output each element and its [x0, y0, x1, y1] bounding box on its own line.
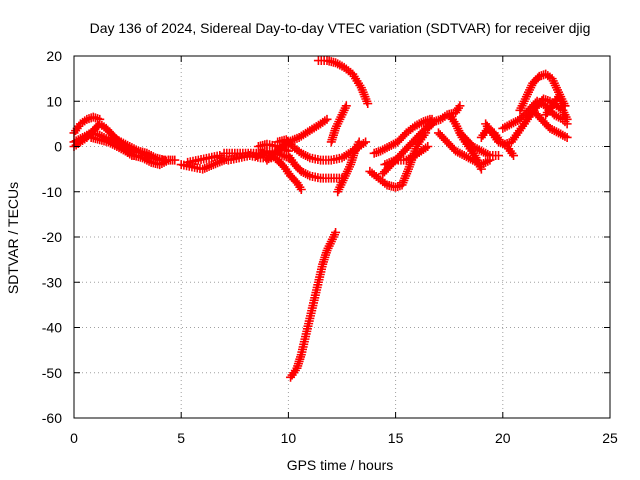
series-arc-17 [326, 101, 351, 147]
x-tick-label: 10 [281, 430, 297, 446]
series-arc-21 [369, 114, 435, 158]
series-arc-13 [266, 151, 306, 194]
series-arc-29 [481, 119, 529, 149]
y-tick-label: -60 [42, 410, 62, 426]
series-arc-30 [498, 96, 572, 133]
plus-markers [380, 142, 433, 170]
plus-markers [86, 132, 173, 170]
x-axis-ticks: 0 5 10 15 20 25 [70, 56, 618, 446]
plus-markers [498, 96, 572, 133]
y-axis-label: SDTVAR / TECUs [5, 182, 21, 294]
plus-markers [326, 101, 351, 147]
series-arc-05 [108, 132, 169, 165]
y-tick-label: 20 [46, 48, 62, 64]
plus-markers [369, 114, 435, 158]
plus-markers [108, 132, 169, 165]
y-tick-label: -10 [42, 184, 62, 200]
series-arc-27 [455, 128, 504, 161]
series-arc-20 [365, 128, 431, 192]
series-arc-04 [86, 132, 173, 170]
plus-markers [481, 119, 529, 149]
x-tick-label: 20 [495, 430, 511, 446]
plus-markers [283, 151, 347, 183]
series-arc-07 [183, 151, 225, 167]
series-arc-23 [380, 142, 433, 170]
series-arc-19 [286, 227, 341, 382]
y-tick-label: 10 [46, 93, 62, 109]
x-axis-label: GPS time / hours [287, 457, 394, 473]
y-tick-label: -20 [42, 229, 62, 245]
y-tick-label: -50 [42, 365, 62, 381]
plus-markers [266, 151, 306, 194]
series-arc-33 [528, 105, 572, 142]
series-arc-34 [541, 92, 570, 120]
grid-lines [74, 56, 610, 418]
plus-markers [365, 128, 431, 192]
series-arc-18 [333, 137, 364, 197]
chart-title: Day 136 of 2024, Sidereal Day-to-day VTE… [90, 20, 591, 36]
x-tick-label: 0 [70, 430, 78, 446]
plus-markers [313, 56, 373, 109]
y-tick-label: 0 [54, 139, 62, 155]
plus-markers [455, 128, 504, 161]
plus-markers [541, 92, 570, 120]
x-tick-label: 15 [388, 430, 404, 446]
y-axis-ticks: -60 -50 -40 -30 -20 -10 0 10 20 [42, 48, 610, 426]
x-tick-label: 5 [177, 430, 185, 446]
y-tick-label: -40 [42, 320, 62, 336]
series-arc-16 [313, 56, 373, 109]
plus-markers [333, 137, 364, 197]
plus-markers [286, 227, 341, 382]
series-arc-15 [283, 151, 347, 183]
plus-markers [528, 105, 572, 142]
y-tick-label: -30 [42, 274, 62, 290]
x-tick-label: 25 [602, 430, 618, 446]
plus-markers [183, 151, 225, 167]
